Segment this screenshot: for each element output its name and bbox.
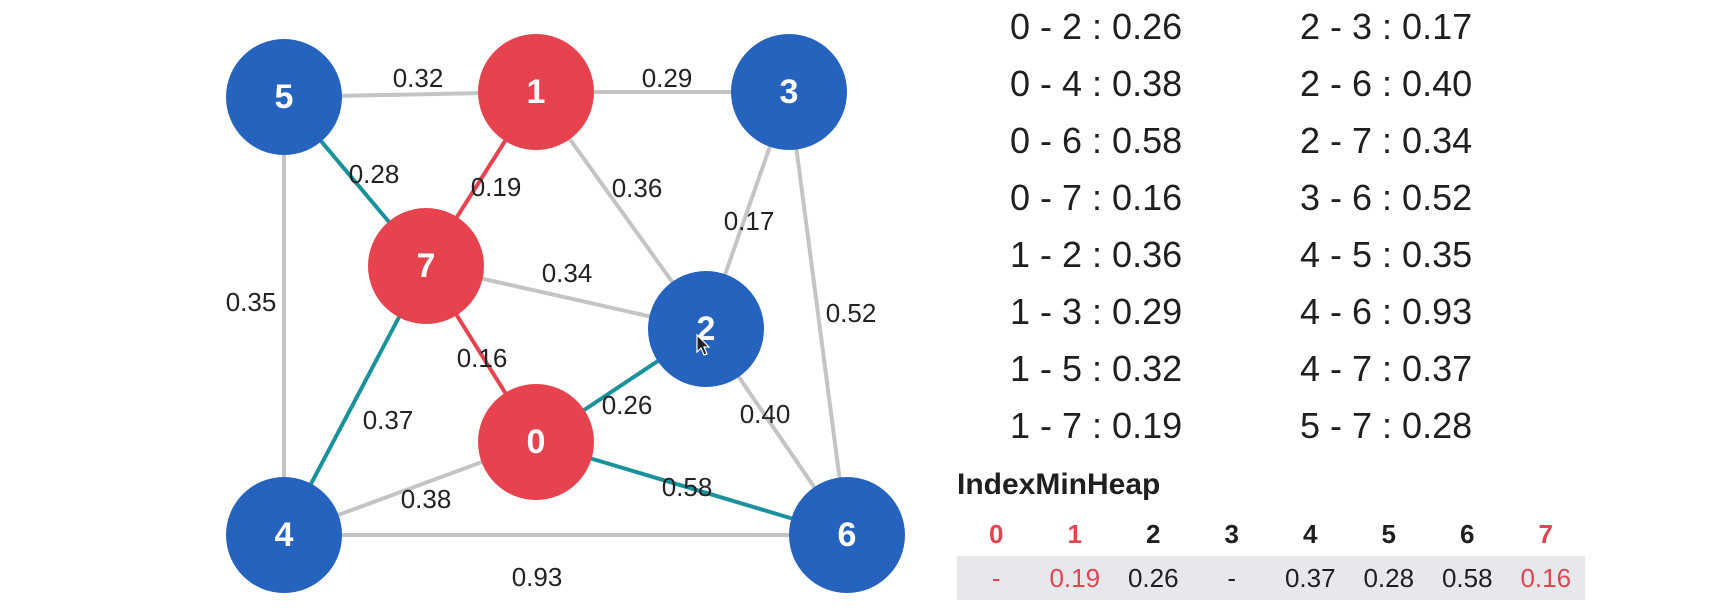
edge-list-left-column: 0 - 2 : 0.26 0 - 4 : 0.38 0 - 6 : 0.58 0… — [1010, 0, 1270, 456]
edge-list-item: 0 - 6 : 0.58 — [1010, 120, 1183, 161]
edge-3-6 — [787, 91, 849, 536]
heap-table: 0 1 2 3 4 5 6 7 - 0.19 0.26 - 0.37 0.28 … — [957, 512, 1585, 600]
node-label: 4 — [275, 516, 294, 554]
heap-value-cell: 0.16 — [1520, 562, 1572, 593]
edge-list-item: 4 - 5 : 0.35 — [1300, 234, 1473, 275]
heap-index-cell: 5 — [1381, 518, 1396, 549]
edge-list-item: 2 - 7 : 0.34 — [1300, 120, 1473, 161]
node-label: 5 — [275, 78, 294, 116]
heap-index-cell: 2 — [1146, 518, 1161, 549]
edge-weight-label: 0.52 — [826, 298, 877, 328]
heap-value-cell: 0.37 — [1284, 562, 1336, 593]
node-label: 3 — [780, 73, 799, 111]
heap-index-cell: 3 — [1224, 518, 1239, 549]
edge-weight-label: 0.17 — [724, 206, 775, 236]
node-5: 5 — [226, 39, 342, 155]
node-4: 4 — [226, 477, 342, 593]
edge-weight-label: 0.29 — [642, 63, 693, 93]
edge-weight-label: 0.35 — [226, 287, 277, 317]
graph-canvas: 0.32 0.29 0.28 0.19 0.36 0.17 0.52 0.35 0.34 0.16… — [226, 34, 905, 593]
edge-weight-label: 0.28 — [349, 159, 400, 189]
edge-weight-label: 0.40 — [740, 399, 791, 429]
node-circle — [478, 34, 594, 150]
heap-value-cell: 0.19 — [1049, 562, 1101, 593]
edge-list-right-column: 2 - 3 : 0.17 2 - 6 : 0.40 2 - 7 : 0.34 3… — [1300, 0, 1560, 456]
node-7: 7 — [368, 208, 484, 324]
edge-list-item: 4 - 7 : 0.37 — [1300, 348, 1473, 389]
node-0: 0 — [478, 384, 594, 500]
edge-weight-label: 0.38 — [401, 484, 452, 514]
edge-weight-label: 0.36 — [612, 173, 663, 203]
node-circle — [368, 208, 484, 324]
edge-list-item: 0 - 2 : 0.26 — [1010, 6, 1183, 47]
heap-title: IndexMinHeap — [957, 468, 1161, 501]
edge-list-item: 1 - 7 : 0.19 — [1010, 405, 1183, 446]
edge-weight-list: 0 - 2 : 0.26 0 - 4 : 0.38 0 - 6 : 0.58 0… — [1010, 0, 1530, 450]
edge-labels: 0.32 0.29 0.28 0.19 0.36 0.17 0.52 0.35 0.34 0.16… — [226, 63, 877, 592]
edge-weight-label: 0.19 — [471, 172, 522, 202]
edge-list-item: 1 - 5 : 0.32 — [1010, 348, 1183, 389]
node-label: 6 — [838, 516, 857, 554]
edge-list-item: 2 - 6 : 0.40 — [1300, 63, 1473, 104]
heap-value-cell: 0.58 — [1441, 562, 1493, 593]
heap-value-cell: - — [991, 562, 1001, 593]
edge-list-item: 1 - 2 : 0.36 — [1010, 234, 1183, 275]
edge-weight-label: 0.58 — [662, 472, 713, 502]
heap-index-cell: 0 — [989, 518, 1004, 549]
edge-list-item: 1 - 3 : 0.29 — [1010, 291, 1183, 332]
node-label: 0 — [527, 423, 546, 461]
node-1: 1 — [478, 34, 594, 150]
node-label: 7 — [417, 247, 436, 285]
node-circle — [226, 39, 342, 155]
node-circle — [226, 477, 342, 593]
heap-index-cell: 6 — [1460, 518, 1475, 549]
edge-list-item: 0 - 7 : 0.16 — [1010, 177, 1183, 218]
heap-value-row: - 0.19 0.26 - 0.37 0.28 0.58 0.16 — [957, 556, 1585, 600]
edge-list-item: 5 - 7 : 0.28 — [1300, 405, 1473, 446]
heap-index-cell: 7 — [1538, 518, 1553, 549]
edge-weight-label: 0.93 — [512, 562, 563, 592]
edge-list-item: 2 - 3 : 0.17 — [1300, 6, 1473, 47]
node-circle — [478, 384, 594, 500]
heap-value-cell: - — [1227, 562, 1237, 593]
edge-weight-label: 0.37 — [363, 405, 414, 435]
edge-weight-label: 0.26 — [602, 390, 653, 420]
node-3: 3 — [731, 34, 847, 150]
node-6: 6 — [789, 477, 905, 593]
heap-value-cell: 0.26 — [1127, 562, 1179, 593]
edge-weight-label: 0.16 — [457, 343, 508, 373]
edge-weight-label: 0.32 — [393, 63, 444, 93]
heap-index-cell: 4 — [1303, 518, 1318, 549]
node-circle — [789, 477, 905, 593]
edge-weight-label: 0.34 — [542, 258, 593, 288]
edge-list-item: 0 - 4 : 0.38 — [1010, 63, 1183, 104]
graph-nodes: 0 1 2 3 4 5 6 7 — [226, 34, 905, 593]
heap-index-row: 0 1 2 3 4 5 6 7 — [957, 512, 1585, 556]
edge-list-item: 3 - 6 : 0.52 — [1300, 177, 1473, 218]
node-2: 2 — [648, 271, 764, 387]
heap-index-cell: 1 — [1067, 518, 1082, 549]
node-circle — [731, 34, 847, 150]
node-label: 1 — [527, 73, 546, 111]
node-circle — [648, 271, 764, 387]
heap-value-cell: 0.28 — [1363, 562, 1415, 593]
mouse-cursor-icon — [696, 333, 711, 356]
edge-list-item: 4 - 6 : 0.93 — [1300, 291, 1473, 332]
